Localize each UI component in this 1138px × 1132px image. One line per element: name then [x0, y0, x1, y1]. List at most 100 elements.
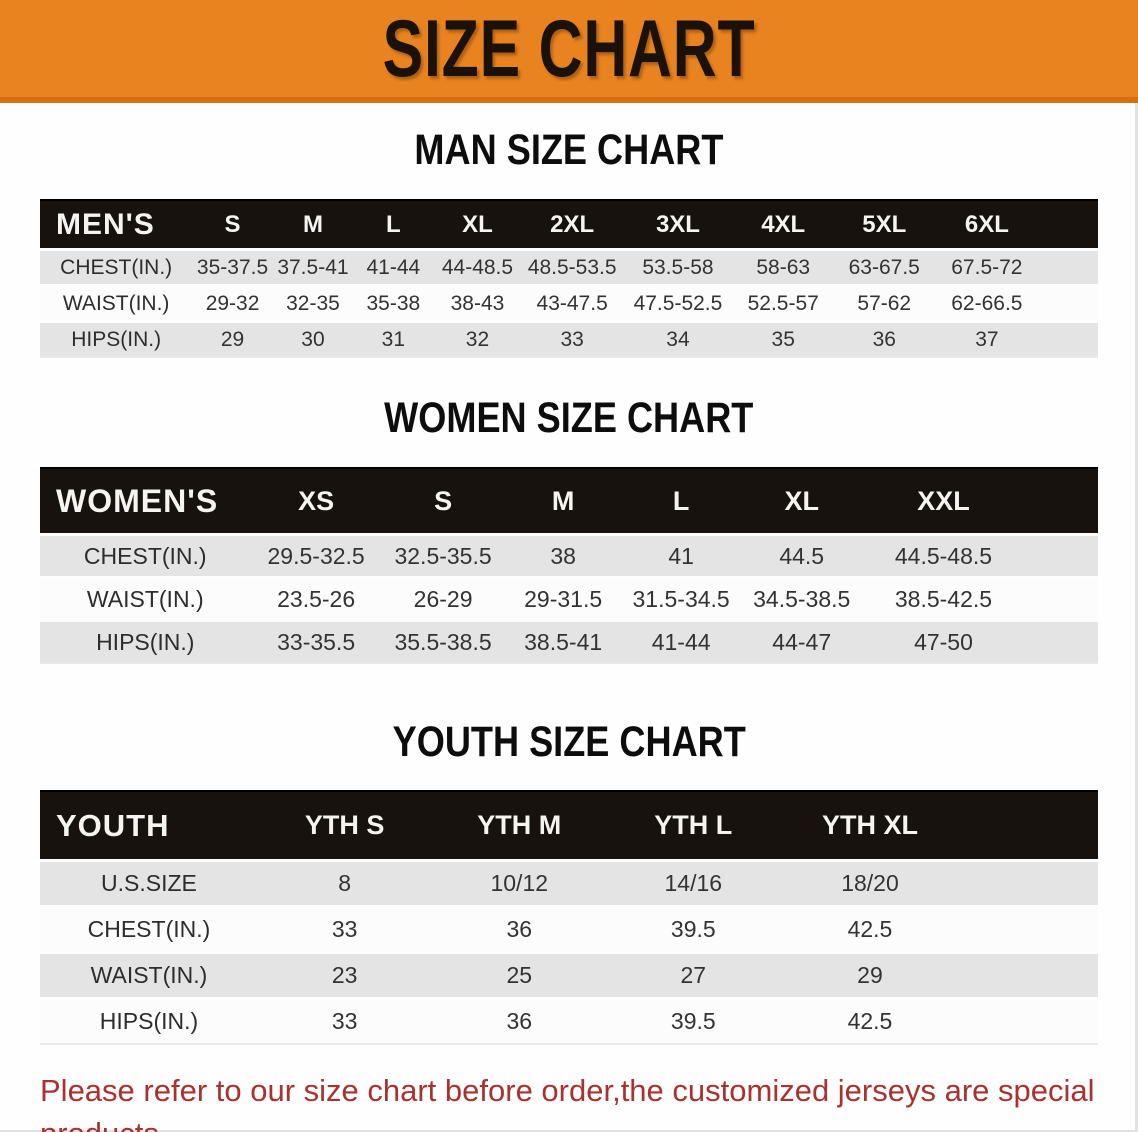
table-cell: 10/12: [431, 860, 608, 908]
table-cell: 41: [621, 534, 741, 579]
table-cell: 67.5-72: [935, 249, 1039, 287]
size-column-header: YTH M: [431, 790, 608, 862]
mens-size-table: MEN'S S M L XL 2XL 3XL 4XL 5XL 6XL CHEST(IN.) 35-3…: [40, 199, 1098, 358]
table-cell: 43-47.5: [521, 285, 623, 323]
table-cell: 29: [192, 321, 273, 358]
table-cell: 47.5-52.5: [622, 285, 733, 323]
row-label: HIPS(IN.): [40, 321, 193, 358]
table-row: U.S.SIZE 8 10/12 14/16 18/20: [40, 860, 1098, 908]
size-column-header: 5XL: [833, 199, 936, 251]
table-cell: 23.5-26: [250, 577, 382, 622]
table-cell: 41-44: [353, 249, 434, 287]
size-column-header: 3XL: [622, 199, 733, 251]
women-section-heading-text: WOMEN SIZE CHART: [384, 394, 754, 442]
table-row: HIPS(IN.) 33 36 39.5 42.5: [40, 998, 1098, 1045]
table-cell: 32-35: [272, 285, 354, 323]
row-spacer: [1038, 249, 1098, 287]
table-header-label: MEN'S: [40, 199, 193, 251]
table-cell: 35-37.5: [192, 249, 273, 287]
women-section-heading: WOMEN SIZE CHART: [0, 396, 1138, 441]
table-cell: 38: [504, 534, 622, 579]
table-cell: 52.5-57: [732, 285, 834, 323]
table-row: WAIST(IN.) 23 25 27 29: [40, 952, 1098, 1000]
table-cell: 30: [272, 321, 354, 358]
mens-header-row: MEN'S S M L XL 2XL 3XL 4XL 5XL 6XL: [40, 199, 1098, 251]
row-spacer: [1038, 285, 1098, 323]
youth-size-table: YOUTH YTH S YTH M YTH L YTH XL U.S.SIZE 8 10/1…: [40, 790, 1098, 1045]
size-column-header: YTH S: [257, 790, 432, 862]
table-cell: 26-29: [381, 577, 505, 622]
row-spacer: [1038, 321, 1098, 358]
table-cell: 36: [431, 998, 608, 1045]
row-spacer: [1023, 577, 1098, 622]
table-cell: 35-38: [353, 285, 434, 323]
banner-title: SIZE CHART: [382, 2, 756, 94]
table-cell: 37.5-41: [272, 249, 354, 287]
table-cell: 35.5-38.5: [381, 620, 505, 664]
table-cell: 33: [521, 321, 623, 358]
table-cell: 39.5: [607, 906, 780, 954]
table-cell: 41-44: [621, 620, 741, 664]
size-column-header: 6XL: [935, 199, 1039, 251]
table-cell: 32.5-35.5: [381, 534, 505, 579]
table-cell: 33: [257, 998, 432, 1045]
table-row: CHEST(IN.) 29.5-32.5 32.5-35.5 38 41 44.5 44.5…: [40, 534, 1098, 579]
table-cell: 44-48.5: [433, 249, 522, 287]
size-column-header: S: [381, 467, 505, 536]
man-section-heading: MAN SIZE CHART: [0, 128, 1138, 173]
row-label: WAIST(IN.): [40, 952, 258, 1000]
table-cell: 38.5-41: [504, 620, 622, 664]
youth-section-heading-text: YOUTH SIZE CHART: [392, 718, 746, 766]
row-spacer: [1023, 534, 1098, 579]
table-cell: 44.5: [740, 534, 864, 579]
size-column-header: YTH XL: [779, 790, 961, 862]
table-row: HIPS(IN.) 33-35.5 35.5-38.5 38.5-41 41-44 44-…: [40, 620, 1098, 664]
row-spacer: [960, 906, 1098, 954]
table-cell: 25: [431, 952, 608, 1000]
table-cell: 29-32: [192, 285, 273, 323]
table-cell: 58-63: [732, 249, 834, 287]
table-cell: 38.5-42.5: [863, 577, 1024, 622]
table-row: CHEST(IN.) 33 36 39.5 42.5: [40, 906, 1098, 954]
table-cell: 38-43: [433, 285, 522, 323]
youth-section-heading: YOUTH SIZE CHART: [0, 720, 1138, 765]
table-cell: 37: [935, 321, 1039, 358]
table-cell: 34.5-38.5: [740, 577, 864, 622]
size-column-header: XXL: [863, 467, 1024, 536]
header-spacer: [960, 790, 1098, 862]
row-spacer: [960, 998, 1098, 1045]
table-cell: 8: [257, 860, 432, 908]
row-label: CHEST(IN.): [40, 534, 251, 579]
row-label: CHEST(IN.): [40, 906, 258, 954]
table-cell: 48.5-53.5: [521, 249, 623, 287]
row-spacer: [1023, 620, 1098, 664]
table-cell: 36: [833, 321, 936, 358]
table-cell: 29: [779, 952, 961, 1000]
table-cell: 57-62: [833, 285, 936, 323]
size-column-header: 2XL: [521, 199, 623, 251]
row-label: U.S.SIZE: [40, 860, 258, 908]
header-spacer: [1038, 199, 1098, 251]
size-column-header: 4XL: [732, 199, 834, 251]
row-label: HIPS(IN.): [40, 620, 251, 664]
table-cell: 33: [257, 906, 432, 954]
banner: SIZE CHART: [0, 0, 1138, 103]
size-column-header: M: [272, 199, 354, 251]
table-cell: 34: [622, 321, 733, 358]
table-cell: 42.5: [779, 998, 961, 1045]
row-spacer: [960, 860, 1098, 908]
disclaimer: Please refer to our size chart before or…: [40, 1069, 1108, 1132]
table-cell: 53.5-58: [622, 249, 733, 287]
table-cell: 14/16: [607, 860, 780, 908]
size-column-header: L: [353, 199, 434, 251]
size-column-header: XS: [250, 467, 382, 536]
row-spacer: [960, 952, 1098, 1000]
table-row: CHEST(IN.) 35-37.5 37.5-41 41-44 44-48.5 48.5…: [40, 249, 1098, 287]
table-cell: 31: [353, 321, 434, 358]
womens-header-row: WOMEN'S XS S M L XL XXL: [40, 467, 1098, 536]
row-label: WAIST(IN.): [40, 577, 251, 622]
table-cell: 18/20: [779, 860, 961, 908]
size-column-header: XL: [433, 199, 522, 251]
table-cell: 29.5-32.5: [250, 534, 382, 579]
man-section-heading-text: MAN SIZE CHART: [414, 126, 724, 174]
